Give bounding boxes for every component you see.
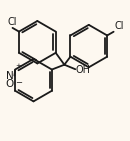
Text: Cl: Cl — [8, 17, 17, 27]
Text: Cl: Cl — [114, 21, 124, 31]
Text: N: N — [6, 70, 14, 81]
Text: OH: OH — [76, 65, 91, 75]
Text: −: − — [15, 78, 22, 87]
Text: +: + — [15, 63, 21, 69]
Text: O: O — [6, 79, 14, 89]
